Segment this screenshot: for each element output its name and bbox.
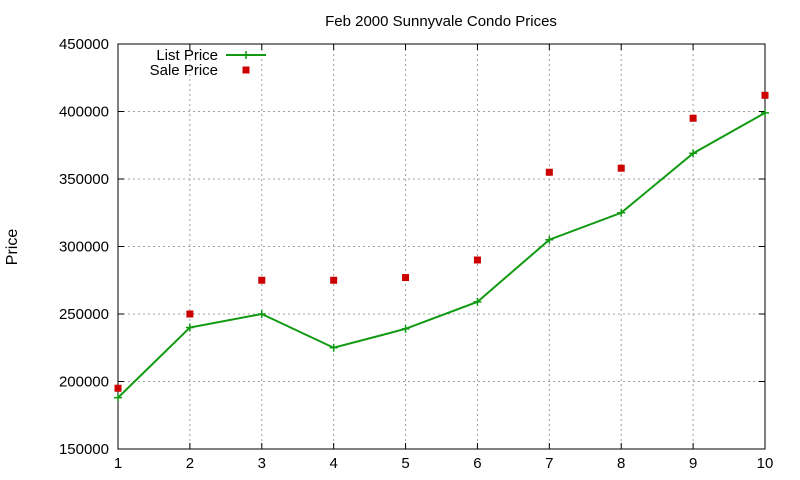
x-tick-label: 4 <box>329 455 337 472</box>
y-tick-label: 300000 <box>59 239 109 256</box>
chart-title: Feb 2000 Sunnyvale Condo Prices <box>325 13 557 30</box>
legend-square-swatch <box>242 66 250 74</box>
y-tick-label: 250000 <box>59 306 109 323</box>
x-tick-label: 2 <box>186 455 194 472</box>
series-0 <box>114 108 769 402</box>
list-price-point <box>257 310 266 318</box>
x-tick-label: 1 <box>114 455 122 472</box>
list-price-point <box>185 323 194 332</box>
series <box>114 91 769 402</box>
plot-frame <box>117 43 766 450</box>
legend-plus-swatch <box>242 51 250 59</box>
list-price-point <box>761 108 769 117</box>
y-tick-label: 450000 <box>59 36 109 53</box>
sale-price-point <box>473 256 481 264</box>
sale-price-point <box>402 274 410 282</box>
y-tick-labels: 150000 200000 250000 300000 350000 400000 4500… <box>59 36 109 458</box>
sale-price-point <box>258 276 266 284</box>
list-price-point <box>329 343 338 352</box>
sale-price-point <box>330 276 338 284</box>
list-price-point <box>114 393 122 402</box>
y-tick-label: 350000 <box>59 171 109 188</box>
grid <box>118 44 765 449</box>
x-tick-label: 3 <box>258 455 266 472</box>
y-tick-label: 400000 <box>59 104 109 121</box>
x-tick-label: 7 <box>545 455 553 472</box>
legend-label: Sale Price <box>150 62 218 79</box>
y-tick-label: 200000 <box>59 374 109 391</box>
legend-label: List Price <box>156 47 218 64</box>
axis-ticks <box>117 43 766 450</box>
sale-price-point <box>186 310 194 318</box>
list-price-point <box>401 324 410 333</box>
x-tick-labels: 1 2 3 4 5 6 7 8 9 10 <box>114 455 774 472</box>
x-tick-label: 5 <box>401 455 409 472</box>
y-axis-label: Price <box>4 229 21 266</box>
sale-price-point <box>761 91 769 99</box>
series-1 <box>114 91 769 392</box>
x-tick-label: 9 <box>689 455 697 472</box>
list-price-point <box>689 149 698 158</box>
x-tick-label: 8 <box>617 455 625 472</box>
list-price-point <box>545 235 554 244</box>
list-price-point <box>617 208 626 217</box>
sale-price-point <box>689 114 697 122</box>
sale-price-point <box>617 164 625 172</box>
list-price-point <box>473 297 482 306</box>
x-tick-label: 10 <box>757 455 774 472</box>
sale-price-point <box>114 384 122 392</box>
x-tick-label: 6 <box>473 455 481 472</box>
sale-price-point <box>545 168 553 176</box>
list-price-line <box>117 111 766 399</box>
y-tick-label: 150000 <box>59 441 109 458</box>
